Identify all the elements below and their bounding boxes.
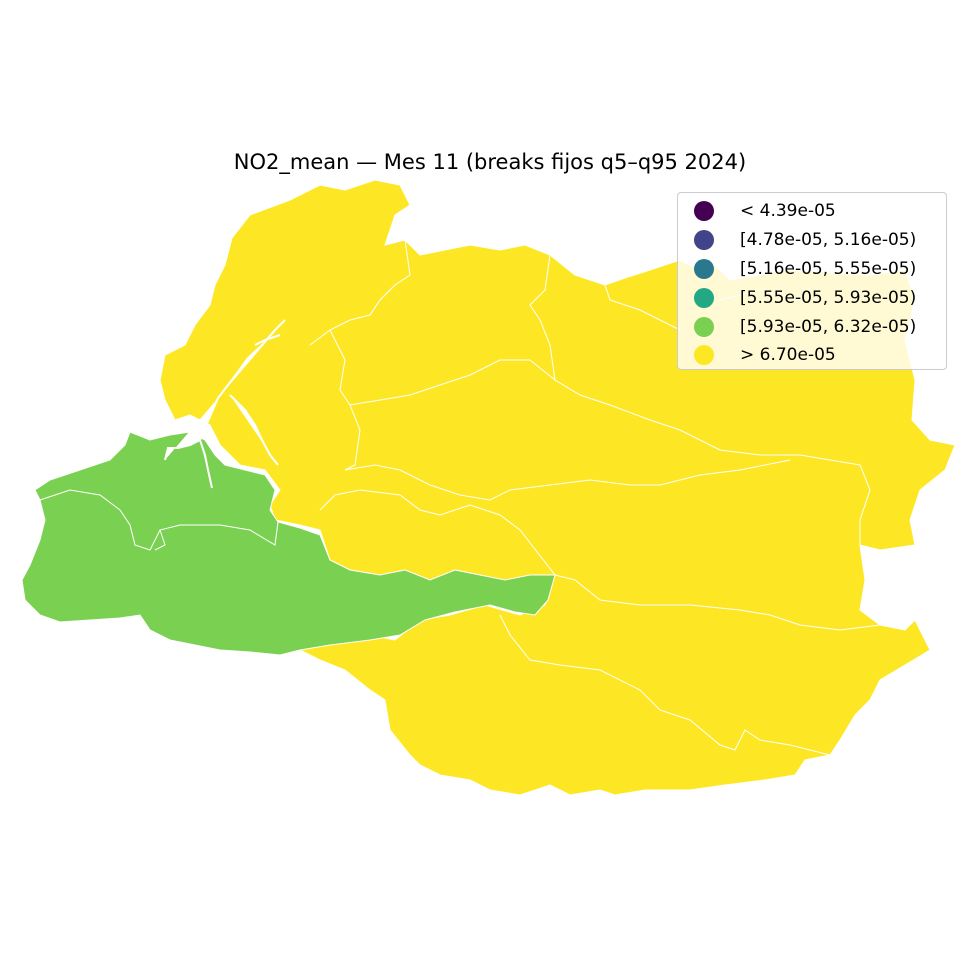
province-borders-green bbox=[39, 489, 279, 551]
legend-label: [5.93e-05, 6.32e-05) bbox=[740, 317, 917, 337]
legend-dot-teal bbox=[694, 259, 714, 279]
legend-dot-lightgreen bbox=[694, 317, 714, 337]
legend-dot-yellow bbox=[694, 345, 714, 365]
water-bodies bbox=[164, 319, 286, 489]
map-title: NO2_mean — Mes 11 (breaks fijos q5–q95 2… bbox=[233, 150, 747, 174]
region-green[interactable] bbox=[21, 431, 556, 656]
legend-dot-indigo bbox=[694, 230, 714, 250]
legend-label: [4.78e-05, 5.16e-05) bbox=[740, 230, 917, 250]
legend-item: > 6.70e-05 bbox=[694, 343, 836, 367]
legend-item: < 4.39e-05 bbox=[694, 199, 836, 223]
legend-item: [5.55e-05, 5.93e-05) bbox=[694, 286, 916, 310]
legend-item: [5.93e-05, 6.32e-05) bbox=[694, 315, 916, 339]
legend: < 4.39e-05 [4.78e-05, 5.16e-05) [5.16e-0… bbox=[677, 192, 947, 370]
legend-label: < 4.39e-05 bbox=[740, 201, 836, 221]
legend-label: [5.55e-05, 5.93e-05) bbox=[740, 288, 917, 308]
legend-item: [5.16e-05, 5.55e-05) bbox=[694, 257, 916, 281]
legend-item: [4.78e-05, 5.16e-05) bbox=[694, 228, 916, 252]
legend-label: > 6.70e-05 bbox=[740, 345, 836, 365]
legend-dot-purple bbox=[694, 201, 714, 221]
legend-label: [5.16e-05, 5.55e-05) bbox=[740, 259, 917, 279]
province-borders bbox=[309, 239, 881, 756]
legend-dot-green bbox=[694, 288, 714, 308]
